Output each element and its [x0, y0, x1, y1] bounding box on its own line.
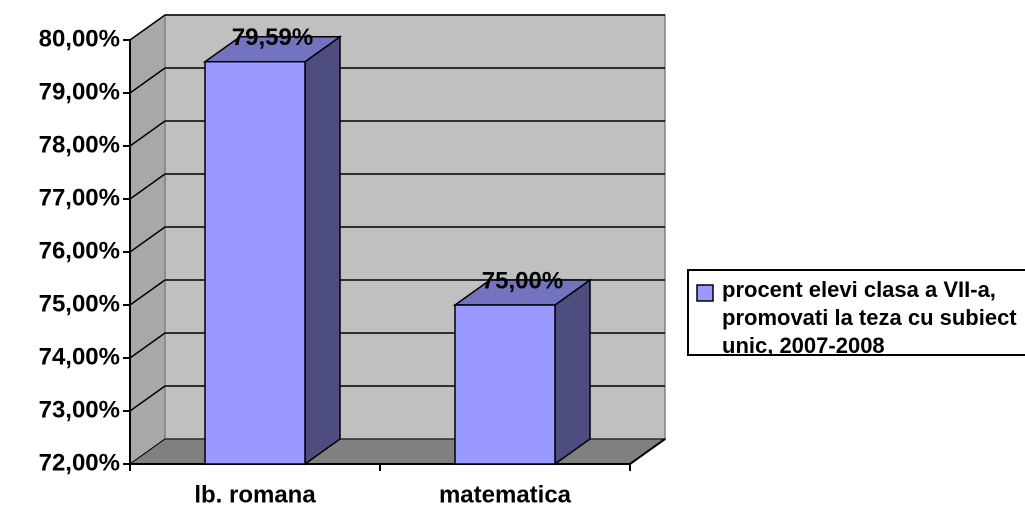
y-tick-label: 75,00%: [39, 290, 120, 317]
y-tick-label: 73,00%: [39, 396, 120, 423]
grid-line-side: [129, 226, 166, 253]
y-tick-label: 77,00%: [39, 184, 120, 211]
legend-marker: [696, 284, 714, 302]
grid-line-side: [129, 67, 166, 94]
legend-label-box: procent elevi clasa a VII-a, promovati l…: [722, 277, 1017, 356]
x-axis-back: [629, 438, 666, 465]
grid-line-side: [129, 279, 166, 306]
legend-label: procent elevi clasa a VII-a, promovati l…: [722, 277, 1017, 356]
grid-line-side: [129, 385, 166, 412]
grid-line-side: [129, 173, 166, 200]
y-tick-label: 78,00%: [39, 131, 120, 158]
value-label: 75,00%: [482, 267, 563, 294]
bar-side: [304, 35, 341, 466]
grid-line-side: [129, 14, 166, 41]
value-label: 79,59%: [232, 24, 313, 51]
y-tick-label: 76,00%: [39, 237, 120, 264]
legend-box: [687, 269, 1025, 356]
y-tick-label: 74,00%: [39, 343, 120, 370]
bar: [202, 35, 343, 466]
x-tick-label: matematica: [439, 481, 572, 508]
grid-line-side: [129, 120, 166, 147]
x-tick-label: lb. romana: [194, 481, 316, 508]
bar-front: [454, 304, 556, 465]
y-tick-label: 72,00%: [39, 449, 120, 476]
bar-side: [554, 278, 591, 466]
y-tick-label: 79,00%: [39, 78, 120, 105]
grid-line-side: [129, 332, 166, 359]
bar-front: [204, 60, 306, 465]
bar: [452, 278, 593, 466]
y-tick-label: 80,00%: [39, 25, 120, 52]
